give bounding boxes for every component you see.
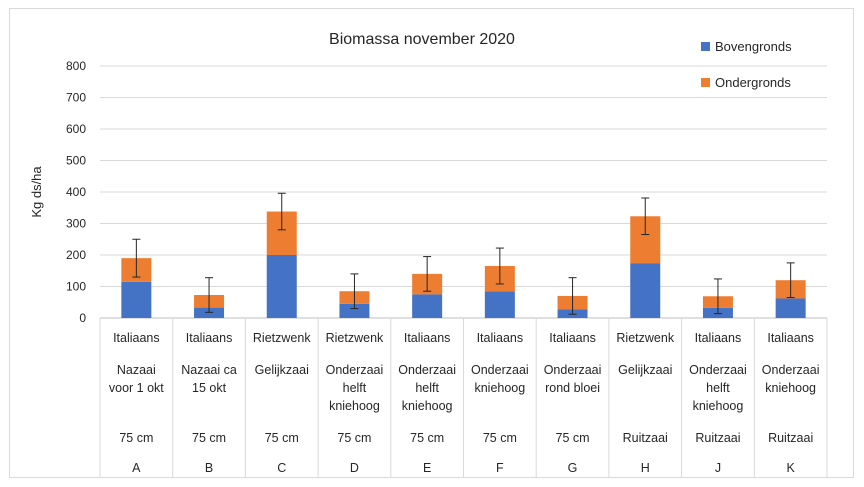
category-method-F-0: Onderzaai bbox=[471, 363, 529, 377]
category-method-F-1: kniehoog bbox=[474, 381, 525, 395]
category-spacing-J: Ruitzaai bbox=[695, 431, 740, 445]
y-tick-label-200: 200 bbox=[66, 248, 86, 262]
bar-bovengronds-C bbox=[266, 255, 297, 318]
legend-swatch-bovengronds bbox=[701, 42, 710, 51]
category-spacing-C: 75 cm bbox=[265, 431, 299, 445]
category-species-D: Rietzwenk bbox=[326, 331, 384, 345]
category-species-H: Rietzwenk bbox=[616, 331, 674, 345]
category-method-E-1: helft bbox=[415, 381, 439, 395]
category-method-D-1: helft bbox=[343, 381, 367, 395]
category-method-G-1: rond bloei bbox=[545, 381, 600, 395]
category-code-A: A bbox=[132, 461, 141, 475]
category-method-J-0: Onderzaai bbox=[689, 363, 747, 377]
category-species-K: Italiaans bbox=[767, 331, 814, 345]
y-tick-label-100: 100 bbox=[66, 280, 86, 294]
bar-bovengronds-H bbox=[630, 263, 661, 318]
category-spacing-F: 75 cm bbox=[483, 431, 517, 445]
category-code-B: B bbox=[205, 461, 213, 475]
category-code-F: F bbox=[496, 461, 504, 475]
category-spacing-K: Ruitzaai bbox=[768, 431, 813, 445]
y-tick-label-400: 400 bbox=[66, 185, 86, 199]
category-method-E-2: kniehoog bbox=[402, 399, 453, 413]
category-method-A-0: Nazaai bbox=[117, 363, 156, 377]
category-code-J: J bbox=[715, 461, 721, 475]
category-method-B-1: 15 okt bbox=[192, 381, 227, 395]
category-species-G: Italiaans bbox=[549, 331, 596, 345]
legend-label-ondergronds: Ondergronds bbox=[715, 75, 791, 90]
category-spacing-E: 75 cm bbox=[410, 431, 444, 445]
category-spacing-B: 75 cm bbox=[192, 431, 226, 445]
bar-bovengronds-E bbox=[412, 294, 443, 318]
bar-bovengronds-K bbox=[775, 298, 806, 318]
category-method-C-0: Gelijkzaai bbox=[255, 363, 309, 377]
y-tick-label-700: 700 bbox=[66, 91, 86, 105]
legend-swatch-ondergronds bbox=[701, 78, 710, 87]
category-spacing-A: 75 cm bbox=[119, 431, 153, 445]
y-tick-label-800: 800 bbox=[66, 59, 86, 73]
category-code-C: C bbox=[277, 461, 286, 475]
category-species-C: Rietzwenk bbox=[253, 331, 311, 345]
bar-bovengronds-F bbox=[484, 291, 515, 318]
category-species-A: Italiaans bbox=[113, 331, 160, 345]
category-code-E: E bbox=[423, 461, 431, 475]
category-code-G: G bbox=[568, 461, 578, 475]
category-method-J-1: helft bbox=[706, 381, 730, 395]
chart-title: Biomassa november 2020 bbox=[329, 31, 515, 48]
category-spacing-D: 75 cm bbox=[337, 431, 371, 445]
category-method-D-2: kniehoog bbox=[329, 399, 380, 413]
category-method-K-0: Onderzaai bbox=[762, 363, 820, 377]
category-code-K: K bbox=[786, 461, 795, 475]
category-method-B-0: Nazaai ca bbox=[181, 363, 237, 377]
y-tick-label-300: 300 bbox=[66, 217, 86, 231]
category-method-D-0: Onderzaai bbox=[326, 363, 384, 377]
category-method-J-2: kniehoog bbox=[693, 399, 744, 413]
y-axis-label: Kg ds/ha bbox=[29, 166, 44, 218]
y-tick-label-600: 600 bbox=[66, 122, 86, 136]
y-tick-label-0: 0 bbox=[79, 311, 86, 325]
category-method-A-1: voor 1 okt bbox=[109, 381, 164, 395]
category-species-E: Italiaans bbox=[404, 331, 451, 345]
category-method-E-0: Onderzaai bbox=[398, 363, 456, 377]
category-method-K-1: kniehoog bbox=[765, 381, 816, 395]
category-method-G-0: Onderzaai bbox=[544, 363, 602, 377]
chart-frame bbox=[9, 8, 854, 478]
category-code-D: D bbox=[350, 461, 359, 475]
category-species-B: Italiaans bbox=[186, 331, 233, 345]
bar-bovengronds-A bbox=[121, 281, 152, 318]
category-spacing-H: Ruitzaai bbox=[623, 431, 668, 445]
category-species-F: Italiaans bbox=[477, 331, 524, 345]
y-tick-label-500: 500 bbox=[66, 154, 86, 168]
category-spacing-G: 75 cm bbox=[556, 431, 590, 445]
category-method-H-0: Gelijkzaai bbox=[618, 363, 672, 377]
category-species-J: Italiaans bbox=[695, 331, 742, 345]
legend-label-bovengronds: Bovengronds bbox=[715, 39, 792, 54]
category-code-H: H bbox=[641, 461, 650, 475]
bar-bovengronds-D bbox=[339, 303, 370, 318]
